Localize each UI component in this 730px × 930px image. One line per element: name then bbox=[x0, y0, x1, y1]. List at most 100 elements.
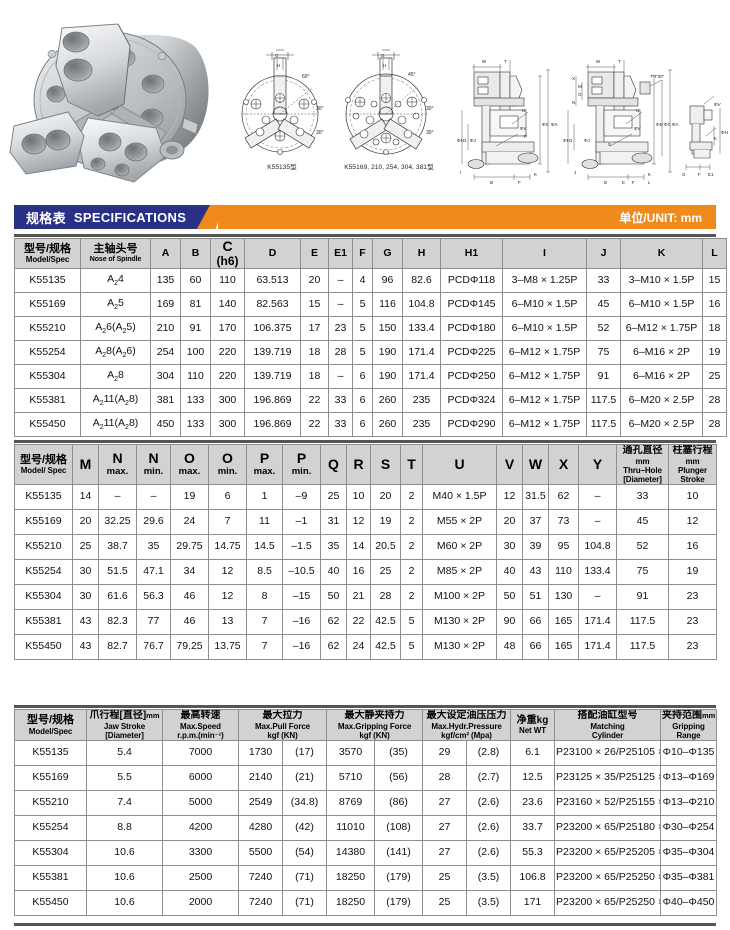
model-cell: K55135 bbox=[14, 484, 73, 511]
data-cell: 5 bbox=[400, 634, 423, 661]
data-cell: 37 bbox=[522, 509, 549, 536]
data-cell: 91 bbox=[180, 316, 211, 342]
data-cell: 106.375 bbox=[244, 316, 301, 342]
th2-model-spec: 型号/规格 Model/ Spec bbox=[14, 443, 73, 486]
performance-table: 型号/规格 Model/Spec 爪行程[直径]mm Jaw Stroke [D… bbox=[14, 709, 718, 916]
data-cell: –10.5 bbox=[282, 559, 321, 586]
data-cell: (3.5) bbox=[466, 864, 512, 891]
data-cell: 10.6 bbox=[86, 864, 163, 891]
data-cell: A25 bbox=[80, 292, 151, 318]
data-cell: A211(A28) bbox=[80, 412, 151, 438]
data-cell: 6–M10 × 1.5P bbox=[620, 292, 703, 318]
data-cell: (34.8) bbox=[282, 789, 327, 816]
data-cell: 210 bbox=[150, 316, 181, 342]
data-cell: M130 × 2P bbox=[422, 609, 497, 636]
data-cell: 14.5 bbox=[246, 534, 283, 561]
data-cell: (54) bbox=[282, 839, 327, 866]
svg-text:W: W bbox=[596, 59, 601, 64]
svg-text:ΦH1: ΦH1 bbox=[721, 130, 728, 135]
svg-text:7°7'30": 7°7'30" bbox=[650, 74, 665, 79]
model-cell: K55210 bbox=[14, 789, 87, 816]
data-cell: 12 bbox=[208, 584, 247, 611]
data-cell: P23200 × 65/P25250 × 117 bbox=[554, 889, 662, 916]
data-cell: 20 bbox=[496, 509, 523, 536]
table-row: K55169 A25 169 81 140 82.563 15–5 116 104.8 PCDΦ1… bbox=[14, 292, 727, 318]
data-cell: Φ10–Φ135 bbox=[660, 739, 718, 766]
data-cell: 171.4 bbox=[402, 340, 441, 366]
data-cell: 1730 bbox=[238, 739, 283, 766]
table-row: K55135 5.4 7000 1730 (17) 3570 (35) 29 (2.8) 6.1 P… bbox=[14, 739, 718, 766]
data-cell: 28 bbox=[702, 388, 727, 414]
table-row: K55304 A28 304 110 220 139.719 18–6 190 171.4 PCD… bbox=[14, 364, 727, 390]
data-cell: 5710 bbox=[326, 764, 375, 791]
data-cell: 6–M12 × 1.75P bbox=[502, 388, 587, 414]
data-cell: 220 bbox=[210, 340, 245, 366]
data-cell: 96 bbox=[372, 268, 403, 294]
svg-text:E1: E1 bbox=[708, 172, 714, 177]
data-cell: 6.1 bbox=[510, 739, 556, 766]
data-cell: 106.8 bbox=[510, 864, 556, 891]
data-cell: – bbox=[578, 584, 617, 611]
data-cell: 130 bbox=[548, 584, 579, 611]
data-cell: 133 bbox=[180, 412, 211, 438]
data-cell: 7240 bbox=[238, 889, 283, 916]
data-cell: 139.719 bbox=[244, 340, 301, 366]
data-cell: 51.5 bbox=[98, 559, 137, 586]
model-cell: K55135 bbox=[14, 268, 81, 294]
data-cell: 66 bbox=[522, 634, 549, 661]
th-k: K bbox=[620, 237, 703, 270]
data-cell: 235 bbox=[402, 388, 441, 414]
svg-text:H: H bbox=[383, 63, 386, 68]
th2-t: T bbox=[400, 443, 423, 486]
data-cell: 116 bbox=[372, 292, 403, 318]
data-cell: 196.869 bbox=[244, 412, 301, 438]
data-cell: 133.4 bbox=[578, 559, 617, 586]
data-cell: M55 × 2P bbox=[422, 509, 497, 536]
table-row: K55254 8.8 4200 4280 (42) 11010 (108) 27 (2.6) 33… bbox=[14, 814, 718, 841]
table-row: K55169 20 32.25 29.6 24 7 11 –1 31 12 19 2 M55 × 2P 2… bbox=[14, 509, 717, 536]
data-cell: 31 bbox=[320, 509, 347, 536]
svg-text:S: S bbox=[608, 142, 611, 147]
data-cell: (21) bbox=[282, 764, 327, 791]
svg-text:B: B bbox=[604, 180, 607, 185]
data-cell: Φ30–Φ254 bbox=[660, 814, 718, 841]
table3-bottom-rule bbox=[14, 923, 716, 926]
svg-text:X: X bbox=[572, 76, 575, 81]
th3-model-spec: 型号/规格 Model/Spec bbox=[14, 709, 87, 741]
data-cell: 51 bbox=[522, 584, 549, 611]
data-cell: 18 bbox=[300, 340, 329, 366]
data-cell: 2140 bbox=[238, 764, 283, 791]
data-cell: – bbox=[328, 292, 353, 318]
data-cell: 165 bbox=[548, 609, 579, 636]
data-cell: PCDΦ250 bbox=[440, 364, 503, 390]
data-cell: 75 bbox=[586, 340, 621, 366]
data-cell: 300 bbox=[210, 388, 245, 414]
data-cell: 62 bbox=[320, 634, 347, 661]
data-cell: PCDΦ145 bbox=[440, 292, 503, 318]
cross-section-diagram-c: ΦV ΦH1 K G F E1 bbox=[678, 86, 728, 186]
data-cell: PCDΦ180 bbox=[440, 316, 503, 342]
model-cell: K55169 bbox=[14, 764, 87, 791]
data-cell: 10.6 bbox=[86, 839, 163, 866]
data-cell: 81 bbox=[180, 292, 211, 318]
data-cell: 2 bbox=[400, 534, 423, 561]
data-cell: 300 bbox=[210, 412, 245, 438]
data-cell: 2000 bbox=[162, 889, 239, 916]
banner-title-en: SPECIFICATIONS bbox=[73, 209, 187, 225]
model-cell: K55304 bbox=[14, 839, 87, 866]
th-model-spec: 型号/规格 Model/Spec bbox=[14, 237, 81, 270]
data-cell: 25 bbox=[702, 364, 727, 390]
data-cell: 31.5 bbox=[522, 484, 549, 511]
th2-r: R bbox=[346, 443, 371, 486]
data-cell: 23 bbox=[328, 316, 353, 342]
data-cell: A28(A26) bbox=[80, 340, 151, 366]
data-cell: 8.8 bbox=[86, 814, 163, 841]
data-cell: –16 bbox=[282, 609, 321, 636]
data-cell: 104.8 bbox=[578, 534, 617, 561]
data-cell: 7240 bbox=[238, 864, 283, 891]
data-cell: 18250 bbox=[326, 864, 375, 891]
